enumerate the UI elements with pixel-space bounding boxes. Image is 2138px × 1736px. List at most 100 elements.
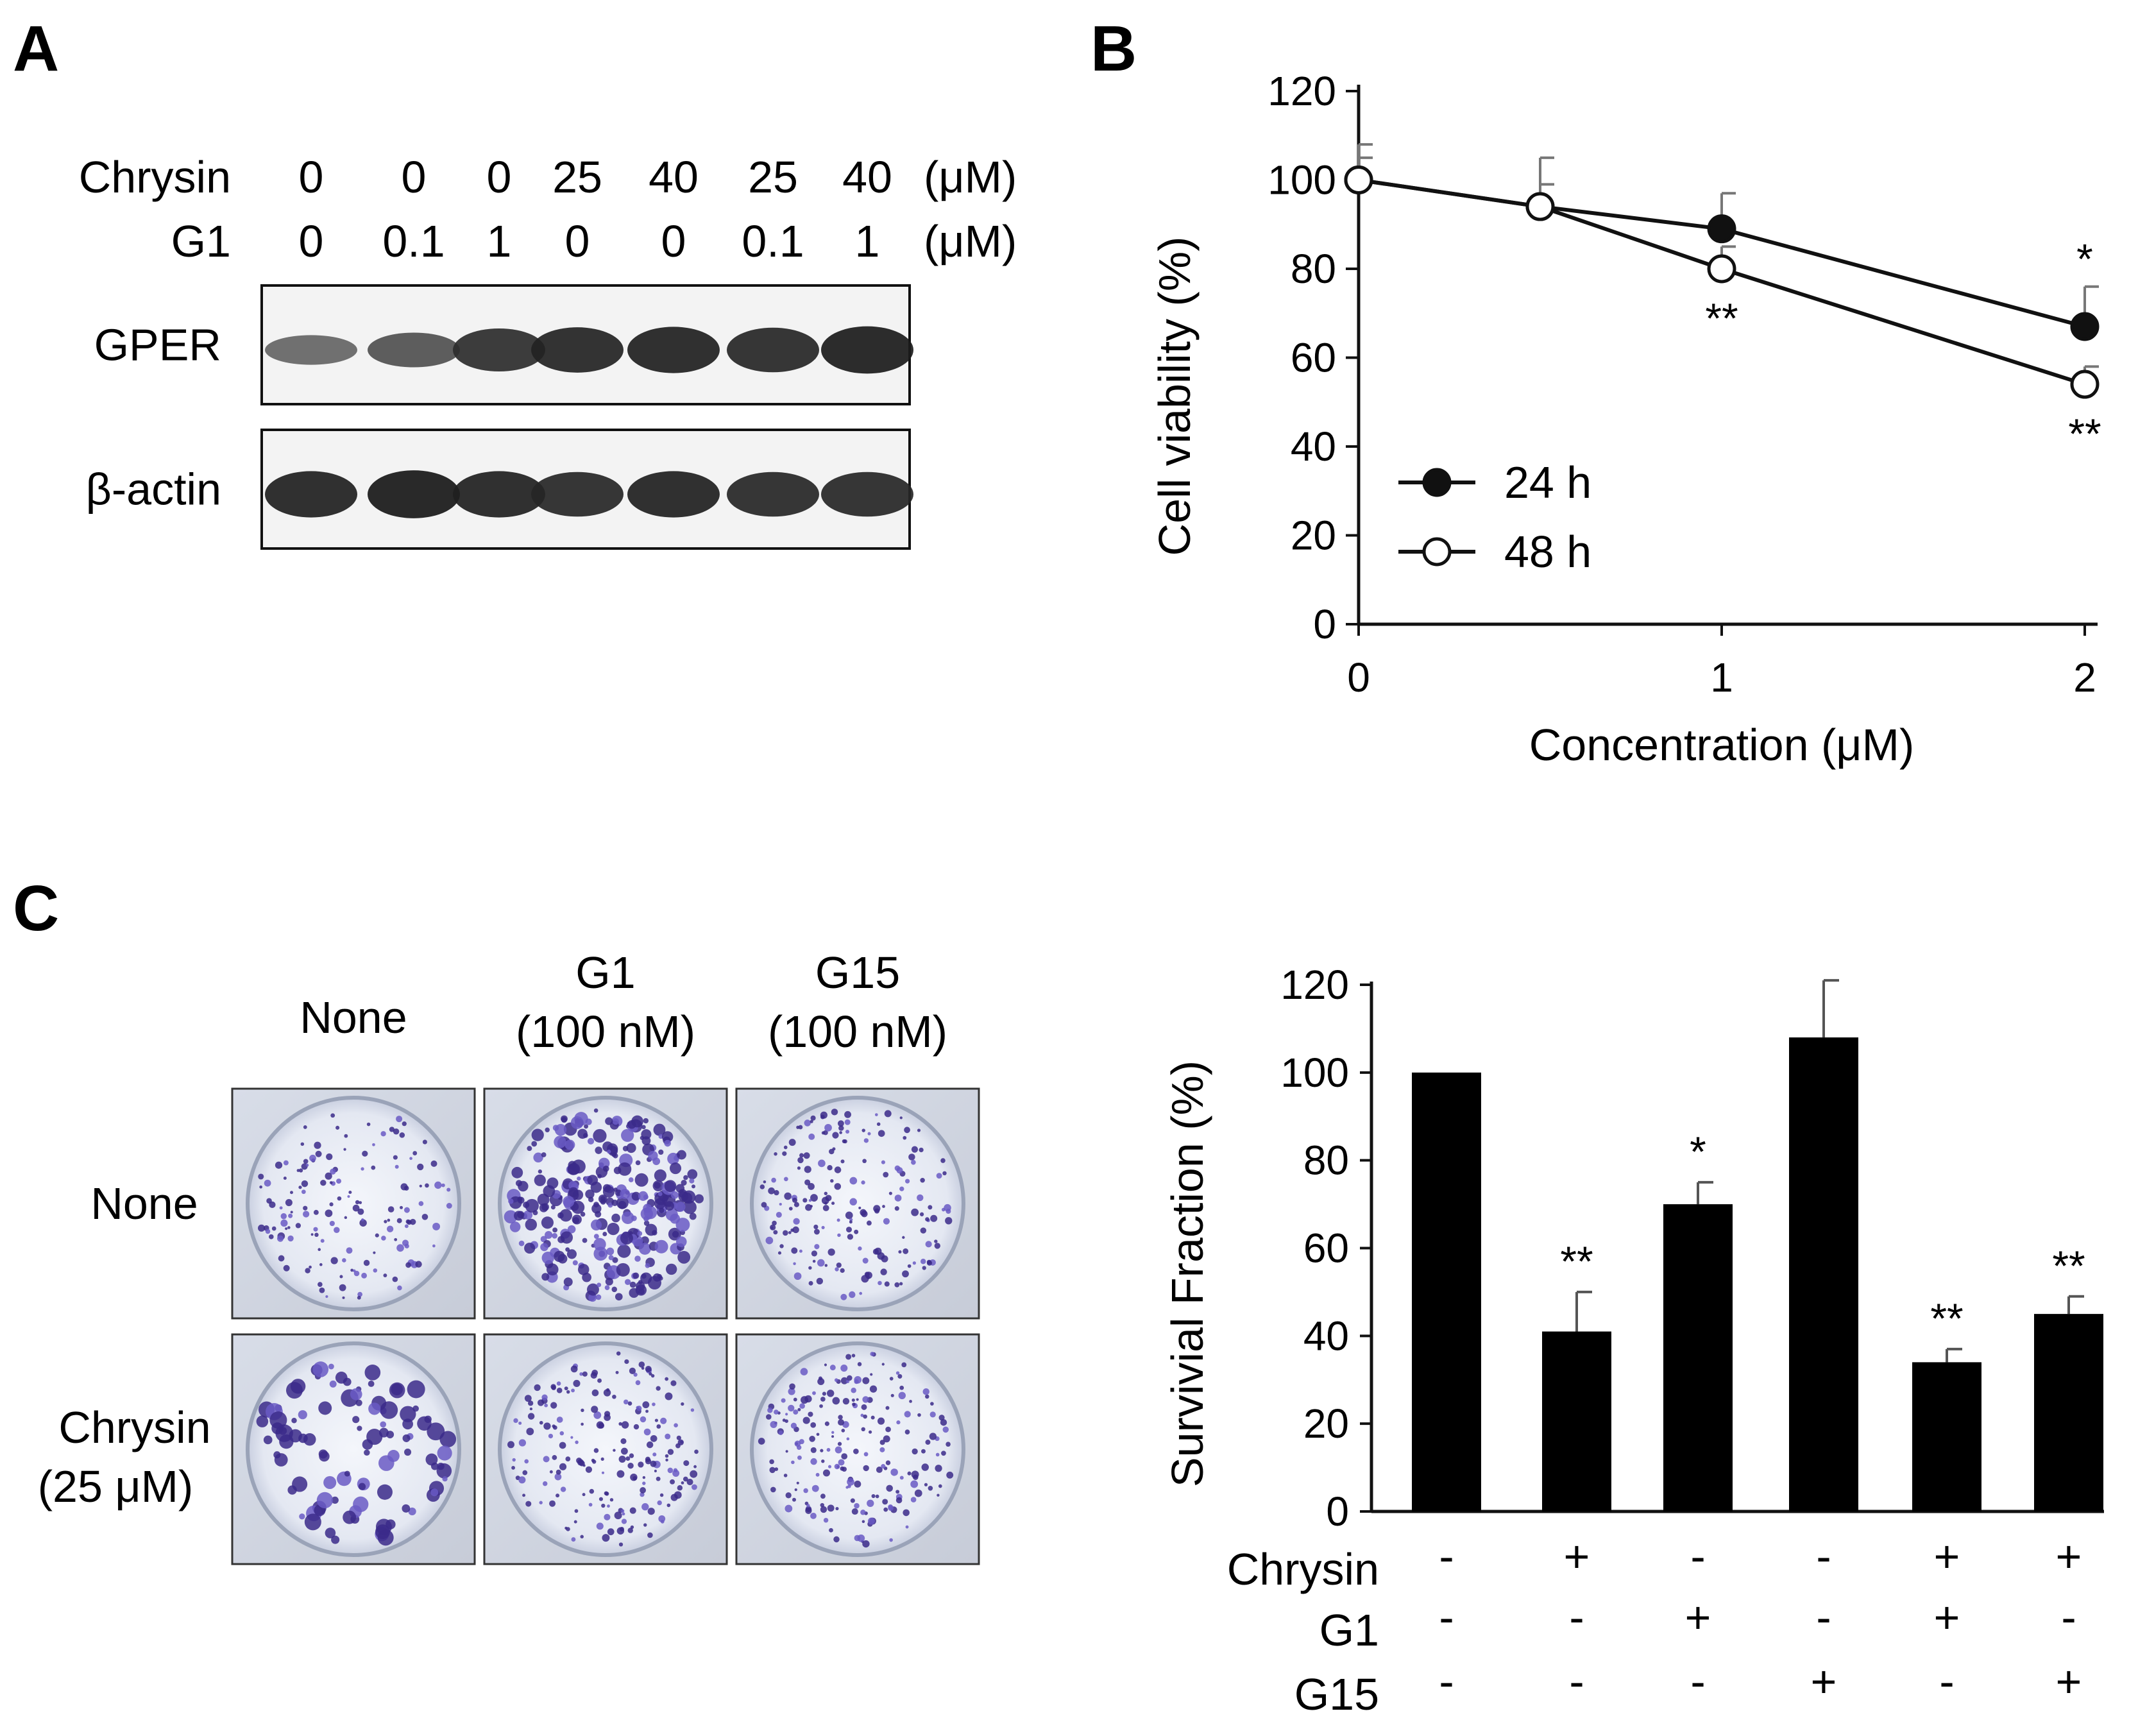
colony xyxy=(640,1487,647,1493)
colony xyxy=(534,1174,546,1186)
colony xyxy=(402,1121,407,1127)
colony xyxy=(885,1460,891,1465)
colony xyxy=(441,1183,445,1187)
colony xyxy=(601,1471,605,1474)
colony xyxy=(622,1512,625,1516)
colony xyxy=(883,1171,889,1178)
colony xyxy=(934,1243,940,1249)
colony xyxy=(552,1227,558,1233)
colony xyxy=(609,1498,614,1502)
blot-band xyxy=(821,472,913,517)
colony xyxy=(785,1450,788,1453)
colony xyxy=(821,1225,825,1230)
colony xyxy=(577,1128,588,1139)
colony xyxy=(882,1205,885,1208)
panel-b-letter: B xyxy=(1090,13,1137,85)
colony xyxy=(614,1511,622,1520)
colony xyxy=(315,1150,322,1157)
colony xyxy=(691,1184,696,1189)
data-point xyxy=(1525,192,1555,221)
colony xyxy=(759,1184,765,1189)
colony xyxy=(348,1190,352,1195)
colony xyxy=(387,1218,391,1222)
colony xyxy=(809,1436,815,1442)
colony xyxy=(605,1117,613,1125)
colony xyxy=(559,1209,572,1222)
colony xyxy=(352,1416,360,1424)
colony xyxy=(538,1169,543,1174)
colony xyxy=(259,1185,262,1189)
colony xyxy=(329,1380,337,1388)
colony xyxy=(437,1462,445,1470)
colony xyxy=(446,1187,451,1192)
colony xyxy=(363,1259,370,1266)
colony xyxy=(820,1449,824,1452)
colony xyxy=(403,1207,410,1213)
colony xyxy=(402,1434,411,1442)
condition-value: 1 xyxy=(487,216,512,266)
colony xyxy=(300,1142,305,1146)
colony xyxy=(883,1218,890,1225)
legend-label: 48 h xyxy=(1504,527,1591,577)
colony xyxy=(290,1379,306,1394)
colony xyxy=(621,1519,627,1524)
colony xyxy=(784,1192,792,1200)
panel-c: C None G1 (100 nM) G15 (100 nM) None Chrysin (2… xyxy=(13,872,2104,1719)
colony xyxy=(673,1468,678,1473)
colony xyxy=(854,1229,859,1234)
colony xyxy=(330,1113,335,1118)
colony xyxy=(827,1164,833,1171)
colony xyxy=(642,1401,650,1409)
colony xyxy=(850,1498,855,1503)
colony xyxy=(526,1427,534,1436)
condition-sign: + xyxy=(1564,1531,1590,1581)
data-point xyxy=(2070,370,2100,399)
y-tick-label: 20 xyxy=(1303,1400,1349,1447)
colony xyxy=(774,1189,779,1196)
colony xyxy=(320,1179,327,1186)
colony xyxy=(690,1470,698,1478)
colony xyxy=(883,1507,888,1512)
colony xyxy=(632,1272,640,1279)
colony xyxy=(301,1180,309,1187)
colony xyxy=(667,1152,679,1165)
colony xyxy=(359,1201,362,1204)
colony xyxy=(636,1406,642,1411)
colony xyxy=(627,1528,633,1533)
colony xyxy=(350,1268,354,1272)
colony xyxy=(330,1168,336,1175)
colony xyxy=(851,1508,858,1515)
colony xyxy=(364,1365,381,1381)
colony xyxy=(824,1264,828,1267)
colony xyxy=(832,1147,836,1151)
colony xyxy=(296,1169,300,1172)
blot-band xyxy=(265,335,357,365)
condition-value: 40 xyxy=(649,152,699,202)
colony xyxy=(922,1266,926,1270)
column-header-sub: (100 nM) xyxy=(516,1007,695,1057)
colony xyxy=(548,1433,554,1439)
colony xyxy=(279,1434,294,1449)
colony xyxy=(857,1362,862,1366)
colony xyxy=(689,1178,695,1184)
colony xyxy=(531,1128,544,1141)
colony xyxy=(287,1226,291,1229)
colony xyxy=(290,1211,293,1214)
blot-band xyxy=(453,328,545,371)
colony xyxy=(577,1459,584,1466)
colony xyxy=(824,1123,832,1132)
colony xyxy=(591,1389,599,1397)
colony xyxy=(942,1171,947,1176)
colony xyxy=(343,1510,357,1524)
colony xyxy=(549,1500,556,1507)
colony xyxy=(924,1394,929,1399)
colony xyxy=(283,1264,290,1272)
colony xyxy=(862,1540,870,1548)
colony xyxy=(650,1434,658,1442)
colony xyxy=(846,1375,853,1381)
colony xyxy=(415,1261,422,1268)
colony xyxy=(361,1218,364,1221)
colony xyxy=(271,1226,276,1231)
colony xyxy=(552,1455,557,1460)
colony xyxy=(602,1534,610,1542)
